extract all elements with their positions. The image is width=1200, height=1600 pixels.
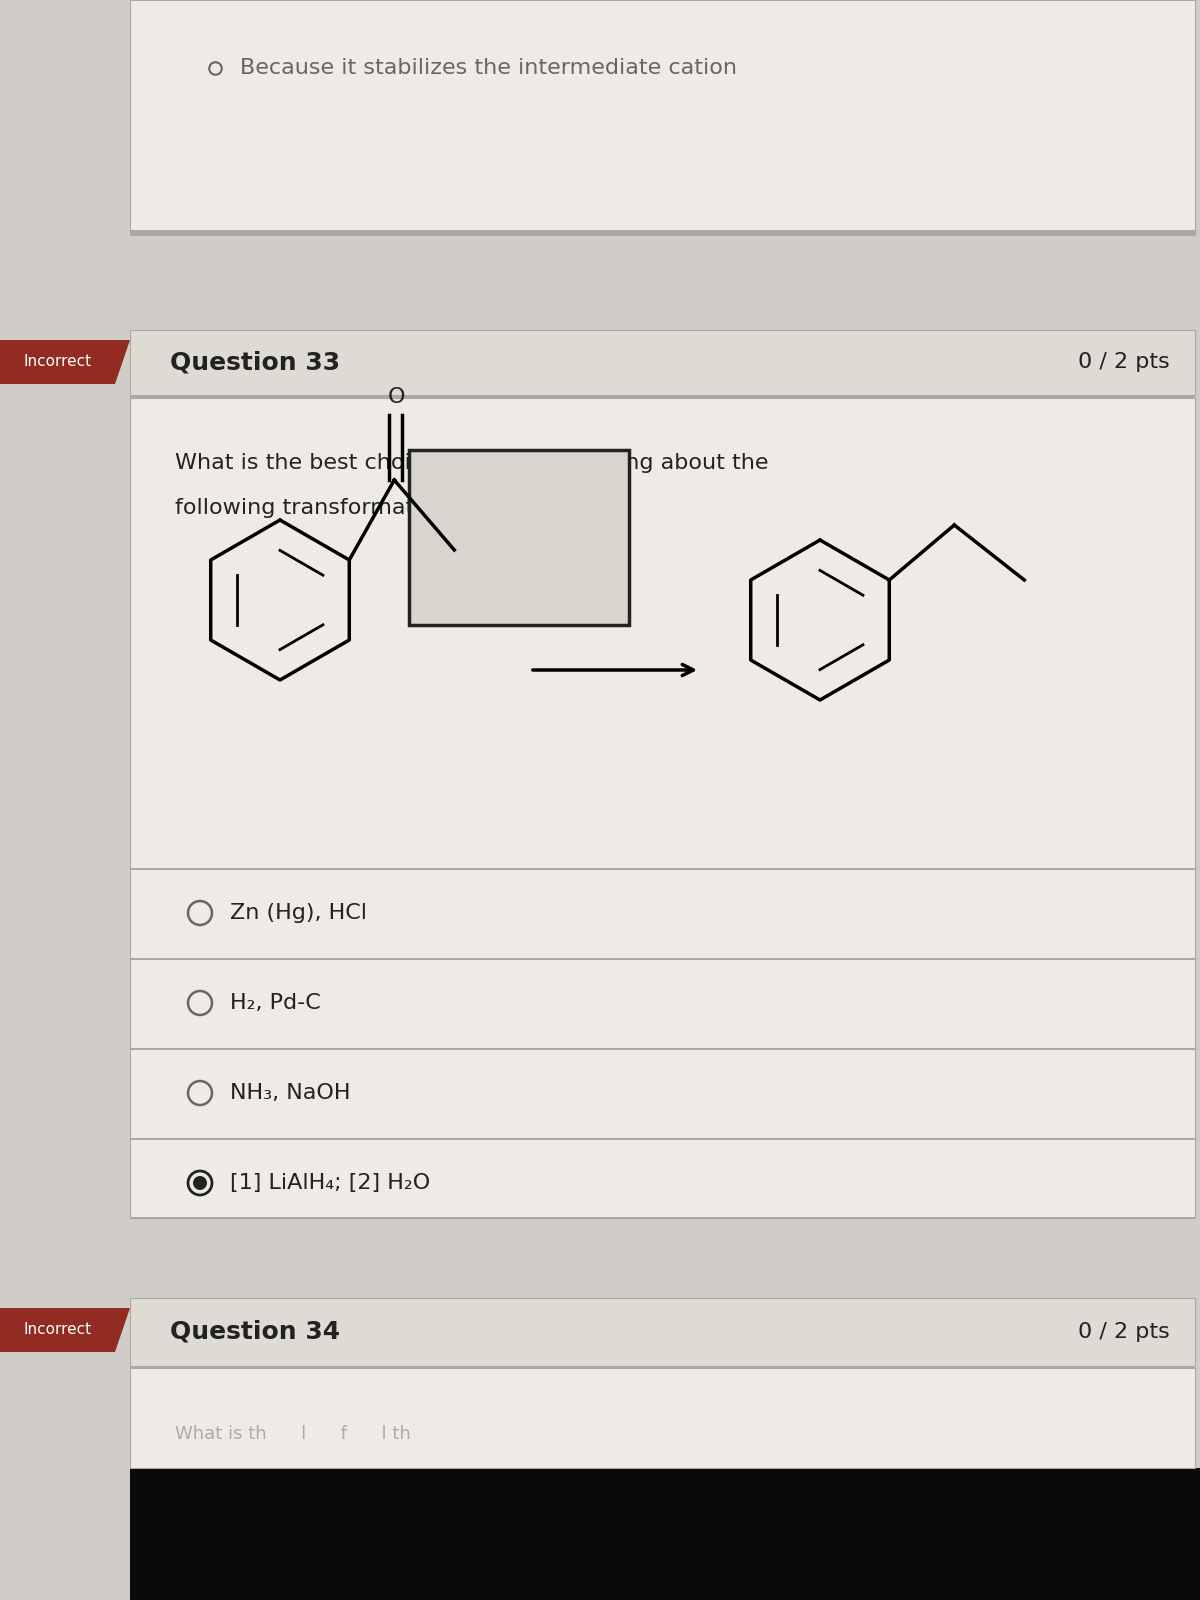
Text: following transformation?: following transformation? [175,498,460,518]
Text: What is th      l      f      l th: What is th l f l th [175,1426,410,1443]
Bar [0,1218,1200,1298]
Text: NH₃, NaOH: NH₃, NaOH [230,1083,350,1102]
Bar [130,398,1195,1218]
Bar [130,0,1195,235]
Text: 0 / 2 pts: 0 / 2 pts [1079,1322,1170,1342]
Text: Because it stabilizes the intermediate cation: Because it stabilizes the intermediate c… [240,58,737,78]
Bar [0,235,1200,334]
Bar [130,230,1195,235]
Circle shape [193,1176,208,1190]
Text: [1] LiAlH₄; [2] H₂O: [1] LiAlH₄; [2] H₂O [230,1173,431,1194]
Bar [130,1366,1195,1368]
Bar [0,1469,1200,1600]
Text: 0 / 2 pts: 0 / 2 pts [1079,352,1170,373]
Text: H₂, Pd-C: H₂, Pd-C [230,994,320,1013]
Bar [130,1298,1195,1366]
Bar [409,450,629,626]
Text: Question 33: Question 33 [170,350,340,374]
Text: O: O [388,387,406,406]
Text: What is the best choice of reagent to bring about the: What is the best choice of reagent to br… [175,453,768,474]
Text: Question 34: Question 34 [170,1320,340,1344]
Text: Incorrect: Incorrect [24,355,92,370]
Bar [130,1368,1195,1469]
Text: Incorrect: Incorrect [24,1323,92,1338]
Text: Zn (Hg), HCl: Zn (Hg), HCl [230,902,367,923]
Bar [0,0,130,1600]
Bar [130,395,1195,398]
Polygon shape [0,1309,130,1352]
Bar [130,330,1195,395]
Polygon shape [0,341,130,384]
